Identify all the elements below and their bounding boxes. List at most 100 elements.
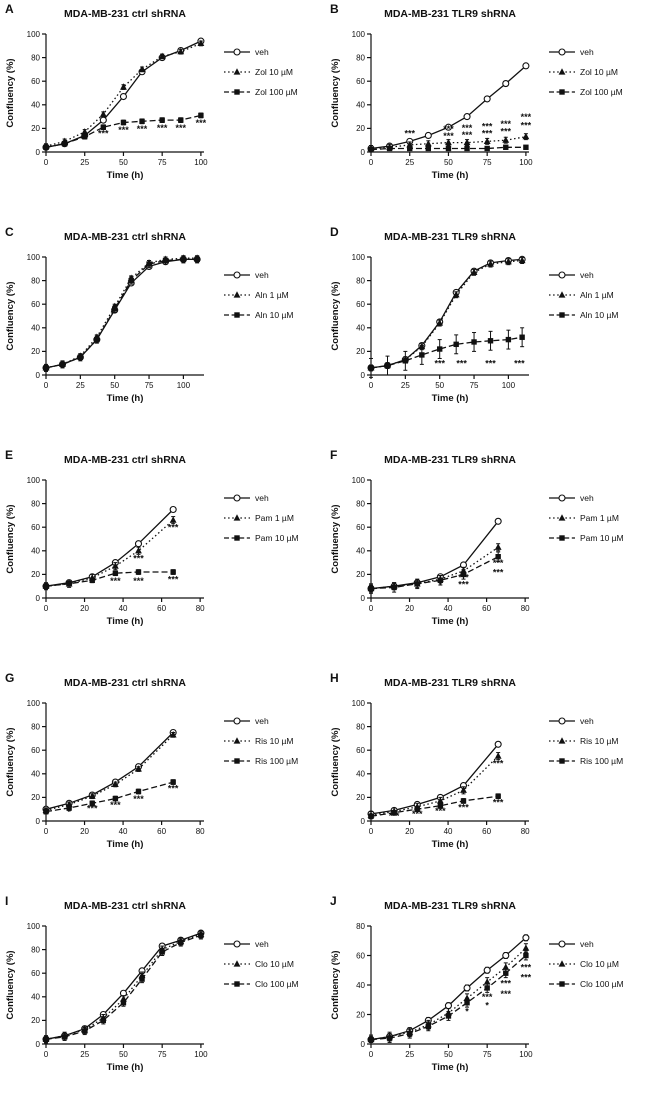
legend-label: Zol 100 µM [255, 87, 298, 97]
significance-marker: *** [458, 572, 469, 582]
svg-text:25: 25 [80, 1050, 89, 1059]
panel-letter-g: G [5, 671, 15, 685]
significance-marker: *** [133, 794, 144, 804]
svg-text:0: 0 [36, 817, 41, 826]
panel-title-a: MDA-MB-231 ctrl shRNA [64, 8, 186, 20]
svg-text:60: 60 [31, 746, 40, 755]
svg-text:50: 50 [444, 1050, 453, 1059]
panel-title-f: MDA-MB-231 TLR9 shRNA [384, 454, 516, 466]
series-aln-10-µm [368, 327, 525, 378]
tick-labels: 0 25 50 75 100 0 20 40 60 80 100 [352, 30, 533, 167]
panel-c: C MDA-MB-231 ctrl shRNA 0 25 50 75 100 0 20 40 6… [0, 223, 325, 446]
svg-text:40: 40 [31, 101, 40, 110]
panel-chart-d: 0 25 50 75 100 0 20 40 60 80 100 Time (h) Confluency… [330, 253, 618, 404]
significance-marker: *** [137, 124, 148, 134]
svg-text:50: 50 [119, 1050, 128, 1059]
axes [367, 256, 529, 379]
significance-marker: *** [98, 129, 109, 139]
legend-entry-veh: veh [224, 47, 269, 57]
series-aln-10-µm [43, 255, 200, 372]
panel-letter-b: B [330, 2, 339, 16]
svg-text:100: 100 [502, 381, 516, 390]
svg-text:20: 20 [31, 793, 40, 802]
significance-marker: *** [485, 359, 496, 369]
svg-text:20: 20 [356, 793, 365, 802]
svg-text:0: 0 [361, 594, 366, 603]
svg-text:80: 80 [31, 276, 40, 285]
legend-label: Ris 10 µM [580, 736, 618, 746]
svg-text:100: 100 [519, 1050, 533, 1059]
significance-marker: *** [168, 784, 179, 794]
legend-label: veh [580, 493, 594, 503]
svg-text:25: 25 [401, 381, 410, 390]
svg-text:100: 100 [352, 30, 366, 39]
axes [42, 33, 204, 156]
significance-marker: *** [133, 553, 144, 563]
svg-text:60: 60 [157, 604, 166, 613]
svg-text:100: 100 [27, 253, 41, 262]
legend-entry-clo-10-µm: Clo 10 µM [224, 959, 294, 969]
svg-text:0: 0 [361, 371, 366, 380]
tick-labels: 0 25 50 75 100 0 20 40 60 80 100 [27, 253, 191, 390]
axes [367, 702, 529, 825]
svg-text:100: 100 [352, 253, 366, 262]
legend-entry-aln-1-µm: Aln 1 µM [224, 290, 289, 300]
legend-entry-pam-1-µm: Pam 1 µM [224, 513, 294, 523]
legend-label: Pam 10 µM [580, 533, 624, 543]
legend-entry-aln-10-µm: Aln 10 µM [549, 310, 618, 320]
x-axis-label: Time (h) [432, 1062, 469, 1073]
axes [42, 479, 204, 602]
panel-chart-g: 0 20 40 60 80 0 20 40 60 80 100 Time (h) Confluency … [5, 699, 298, 850]
panel-letter-j: J [330, 894, 337, 908]
significance-marker: *** [87, 804, 98, 814]
significance-marker: *** [110, 800, 121, 810]
svg-text:50: 50 [110, 381, 119, 390]
svg-text:80: 80 [196, 827, 205, 836]
svg-text:0: 0 [369, 604, 374, 613]
significance-marker: *** [157, 123, 168, 133]
significance-marker: *** [521, 112, 532, 122]
panel-title-i: MDA-MB-231 ctrl shRNA [64, 900, 186, 912]
panel-letter-h: H [330, 671, 339, 685]
legend-entry-veh: veh [224, 716, 269, 726]
significance-marker: *** [434, 359, 445, 369]
svg-text:20: 20 [356, 347, 365, 356]
svg-text:80: 80 [356, 722, 365, 731]
legend-entry-veh: veh [224, 939, 269, 949]
svg-text:60: 60 [356, 746, 365, 755]
x-axis-label: Time (h) [432, 616, 469, 627]
series-pam-1-µm [367, 543, 502, 593]
legend-label: Zol 10 µM [580, 67, 618, 77]
tick-labels: 0 25 50 75 100 0 20 40 60 80 100 [27, 30, 208, 167]
series-zol-10-µm [367, 132, 530, 152]
legend-label: Aln 10 µM [580, 310, 618, 320]
svg-text:100: 100 [27, 30, 41, 39]
legend-label: veh [580, 716, 594, 726]
tick-labels: 0 20 40 60 80 0 20 40 60 80 100 [352, 699, 531, 836]
svg-text:0: 0 [369, 381, 374, 390]
svg-text:0: 0 [44, 381, 49, 390]
panel-title-h: MDA-MB-231 TLR9 shRNA [384, 677, 516, 689]
svg-text:80: 80 [196, 604, 205, 613]
y-axis-label: Confluency (%) [330, 281, 341, 350]
legend-label: Ris 100 µM [255, 756, 298, 766]
panel-g: G MDA-MB-231 ctrl shRNA 0 20 40 60 80 0 20 40 60… [0, 669, 325, 892]
legend-entry-ris-100-µm: Ris 100 µM [549, 756, 623, 766]
panel-chart-f: 0 20 40 60 80 0 20 40 60 80 100 Time (h) Confluency … [330, 476, 624, 627]
y-axis-label: Confluency (%) [330, 504, 341, 573]
significance-marker: * [67, 807, 71, 817]
legend-label: veh [580, 939, 594, 949]
legend-entry-aln-10-µm: Aln 10 µM [224, 310, 293, 320]
svg-text:80: 80 [31, 499, 40, 508]
svg-text:80: 80 [521, 604, 530, 613]
series-pam-10-µm [368, 551, 501, 594]
svg-text:25: 25 [80, 158, 89, 167]
significance-marker: *** [118, 125, 129, 135]
legend-entry-aln-1-µm: Aln 1 µM [549, 290, 614, 300]
svg-text:40: 40 [119, 827, 128, 836]
legend-entry-veh: veh [549, 716, 594, 726]
svg-text:40: 40 [31, 993, 40, 1002]
significance-marker: *** [412, 809, 423, 819]
legend-entry-clo-10-µm: Clo 10 µM [549, 959, 619, 969]
legend-entry-veh: veh [549, 270, 594, 280]
